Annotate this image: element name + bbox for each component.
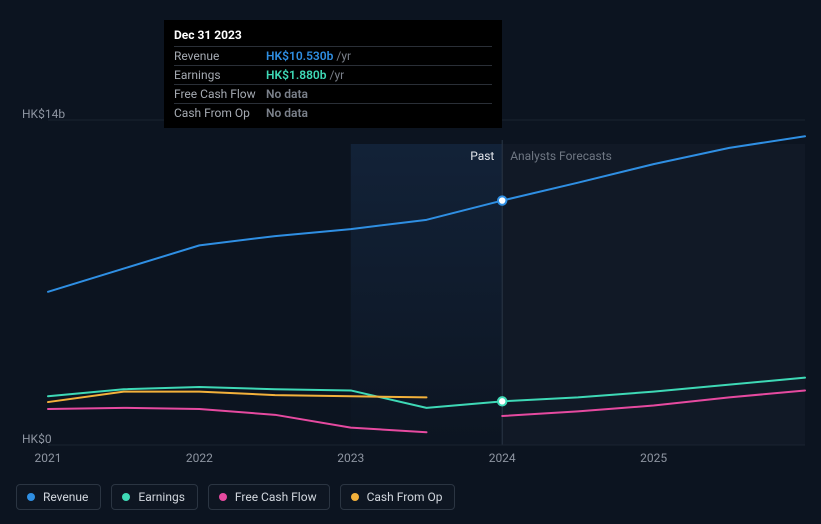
x-axis-tick: 2022 (186, 451, 213, 465)
legend-item-label: Free Cash Flow (235, 490, 317, 504)
legend-item-label: Cash From Op (367, 490, 443, 504)
region-label-forecast: Analysts Forecasts (510, 149, 612, 163)
tooltip-row-value: No data (266, 87, 308, 101)
tooltip-date: Dec 31 2023 (174, 28, 492, 46)
legend-dot-icon (122, 493, 130, 501)
tooltip-row: EarningsHK$1.880b/yr (174, 65, 492, 84)
legend-item-label: Revenue (43, 490, 88, 504)
legend-item-fcf[interactable]: Free Cash Flow (208, 484, 330, 510)
region-label-past: Past (470, 149, 494, 163)
tooltip-row-value: HK$10.530b/yr (266, 49, 351, 63)
tooltip-row: Free Cash FlowNo data (174, 84, 492, 103)
legend-item-revenue[interactable]: Revenue (16, 484, 101, 510)
x-axis-tick: 2025 (640, 451, 667, 465)
legend-item-earnings[interactable]: Earnings (111, 484, 198, 510)
tooltip-row-label: Earnings (174, 68, 266, 82)
tooltip-row-label: Revenue (174, 49, 266, 63)
financials-chart: HK$14b HK$0 Past Analysts Forecasts 2021… (0, 0, 821, 524)
x-axis-tick: 2023 (337, 451, 364, 465)
legend-dot-icon (27, 493, 35, 501)
legend: Revenue Earnings Free Cash Flow Cash From O… (16, 484, 455, 510)
tooltip-row-value: No data (266, 106, 308, 120)
tooltip-row-label: Cash From Op (174, 106, 266, 120)
marker-earnings (498, 397, 506, 405)
legend-dot-icon (219, 493, 227, 501)
y-axis-label-max: HK$14b (22, 107, 65, 121)
tooltip-row-value: HK$1.880b/yr (266, 68, 344, 82)
x-axis-tick: 2021 (35, 451, 62, 465)
tooltip-row: RevenueHK$10.530b/yr (174, 46, 492, 65)
x-axis-tick: 2024 (489, 451, 516, 465)
tooltip-row-label: Free Cash Flow (174, 87, 266, 101)
hover-tooltip: Dec 31 2023 RevenueHK$10.530b/yrEarnings… (164, 20, 502, 128)
legend-item-label: Earnings (138, 490, 185, 504)
legend-item-cfo[interactable]: Cash From Op (340, 484, 456, 510)
tooltip-row: Cash From OpNo data (174, 103, 492, 122)
legend-dot-icon (351, 493, 359, 501)
y-axis-label-min: HK$0 (22, 432, 52, 446)
marker-revenue (498, 196, 506, 204)
